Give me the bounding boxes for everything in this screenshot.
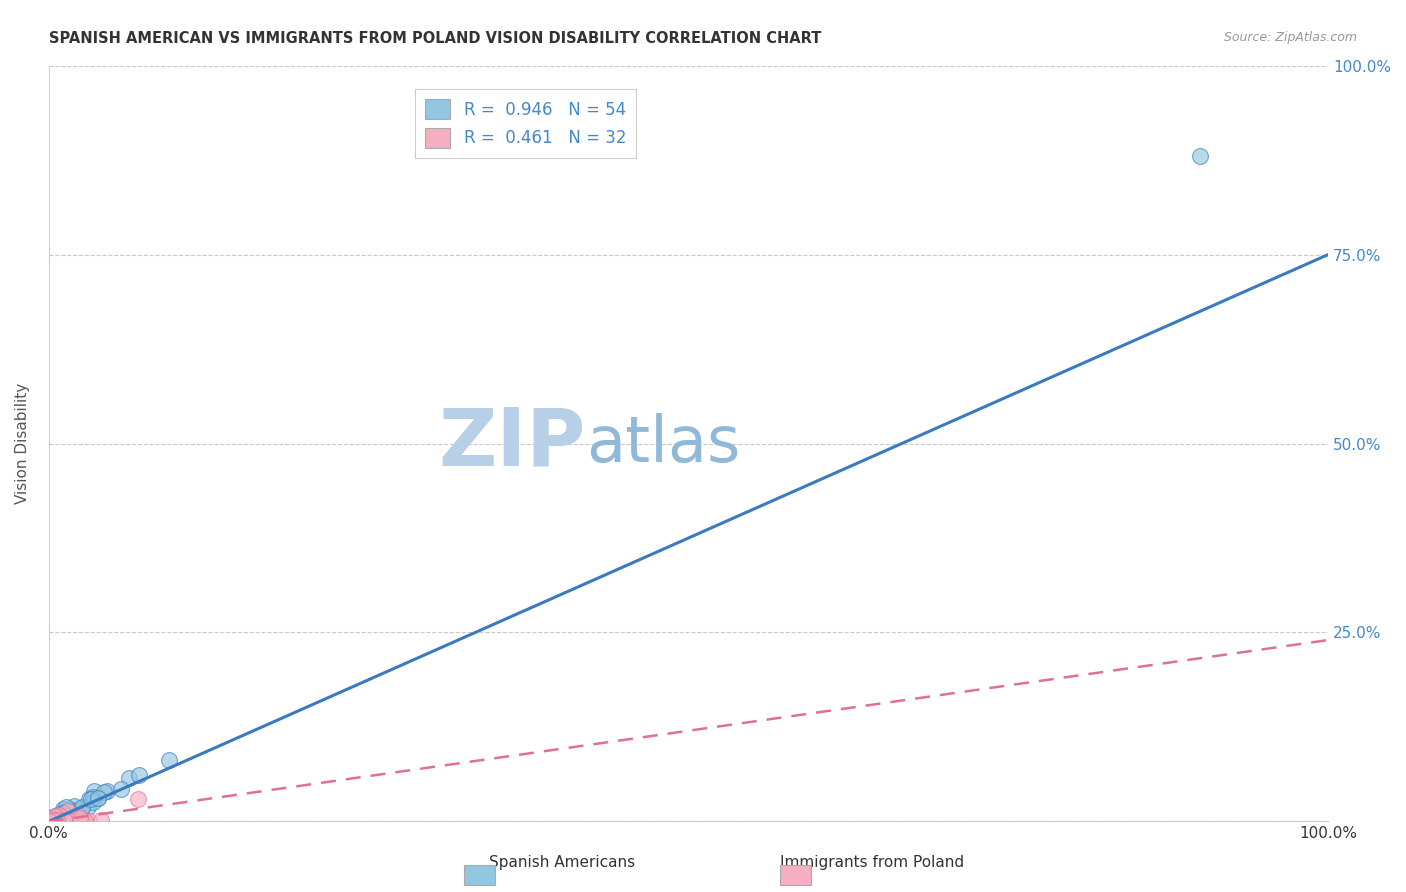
Point [53, 805, 76, 820]
Point [56, 802, 79, 816]
Point [53, 812, 76, 826]
Point [63, 807, 86, 822]
Point [42, 813, 65, 827]
Point [53, 809, 76, 823]
Text: Spanish Americans: Spanish Americans [489, 855, 636, 870]
Point [46, 814, 69, 828]
Point [56, 805, 79, 820]
Point [49, 810, 72, 824]
Point [90, 814, 112, 828]
Point [128, 768, 150, 782]
Point [38, 814, 60, 828]
Point [110, 781, 132, 796]
Point [45, 814, 67, 829]
Point [49, 808, 72, 822]
Point [38, 814, 60, 829]
Point [39, 814, 62, 829]
Point [48, 808, 70, 822]
Point [42, 812, 65, 826]
Point [83, 784, 105, 798]
Point [87, 790, 110, 805]
Point [42, 810, 65, 824]
Point [55, 800, 77, 814]
Point [39, 814, 62, 828]
Point [70, 800, 93, 814]
Text: SPANISH AMERICAN VS IMMIGRANTS FROM POLAND VISION DISABILITY CORRELATION CHART: SPANISH AMERICAN VS IMMIGRANTS FROM POLA… [49, 31, 821, 46]
Point [70, 801, 93, 815]
Point [55, 805, 77, 819]
Point [53, 814, 76, 829]
Point [49, 809, 72, 823]
Point [79, 814, 101, 829]
Point [44, 809, 66, 823]
Point [44, 809, 66, 823]
Point [159, 753, 181, 767]
Point [48, 810, 70, 824]
Point [79, 791, 101, 805]
Text: Source: ZipAtlas.com: Source: ZipAtlas.com [1223, 31, 1357, 45]
Point [56, 814, 79, 829]
Point [39, 814, 62, 829]
Point [51, 806, 73, 821]
Point [39, 812, 62, 826]
Point [46, 811, 69, 825]
Point [38, 814, 60, 829]
Point [52, 806, 75, 821]
Point [41, 813, 63, 827]
Point [70, 814, 93, 829]
Point [41, 814, 63, 828]
Point [51, 814, 73, 829]
Text: Immigrants from Poland: Immigrants from Poland [780, 855, 963, 870]
Point [63, 799, 86, 814]
Point [56, 812, 79, 826]
Point [49, 810, 72, 824]
Point [48, 810, 70, 824]
Point [66, 806, 89, 821]
Point [56, 805, 79, 820]
Point [73, 814, 96, 829]
Point [52, 810, 75, 824]
Point [44, 814, 66, 829]
Text: atlas: atlas [586, 412, 741, 475]
Point [76, 800, 98, 814]
Point [56, 804, 79, 818]
Point [48, 811, 70, 825]
Point [96, 784, 118, 798]
Point [39, 814, 62, 829]
Point [77, 791, 100, 805]
Point [44, 811, 66, 825]
Point [49, 814, 72, 829]
Point [41, 814, 63, 829]
Point [41, 811, 63, 825]
Point [82, 789, 104, 804]
Point [62, 803, 84, 817]
Point [56, 805, 79, 819]
Point [127, 791, 149, 805]
Point [41, 814, 63, 829]
Point [48, 814, 70, 828]
Point [86, 790, 108, 805]
Legend: R =  0.946   N = 54, R =  0.461   N = 32: R = 0.946 N = 54, R = 0.461 N = 32 [415, 89, 636, 158]
Point [39, 814, 62, 828]
Text: ZIP: ZIP [439, 405, 586, 483]
Point [1189, 149, 1212, 163]
Point [52, 802, 75, 816]
Point [93, 784, 115, 798]
Point [41, 814, 63, 829]
Point [118, 772, 141, 786]
Point [60, 814, 83, 829]
Point [82, 795, 104, 809]
Point [46, 812, 69, 826]
Point [72, 814, 94, 829]
Point [56, 809, 79, 823]
Point [69, 811, 91, 825]
Point [39, 814, 62, 828]
Y-axis label: Vision Disability: Vision Disability [15, 383, 30, 504]
Point [66, 808, 89, 822]
